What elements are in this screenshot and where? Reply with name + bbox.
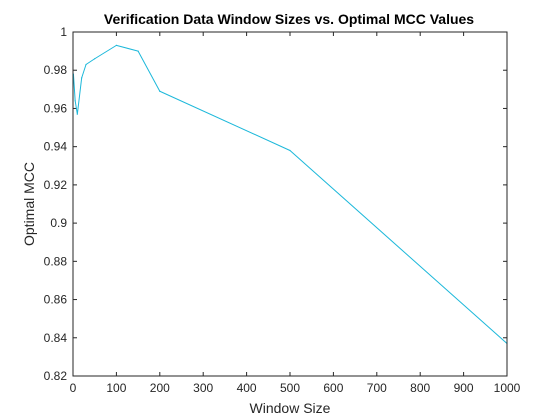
data-point bbox=[289, 149, 291, 152]
chart-title: Verification Data Window Sizes vs. Optim… bbox=[104, 11, 474, 27]
x-tick-label: 200 bbox=[150, 381, 170, 395]
x-tick-label: 600 bbox=[323, 381, 343, 395]
data-point bbox=[94, 58, 96, 60]
data-point bbox=[159, 90, 161, 92]
y-tick-label: 0.98 bbox=[44, 63, 68, 77]
data-point bbox=[85, 63, 87, 66]
x-tick-label: 0 bbox=[70, 381, 77, 395]
x-axis-ticks: 0 100 200 300 400 500 600 700 800 900 1000 bbox=[70, 32, 521, 395]
x-tick-label: 1000 bbox=[494, 381, 521, 395]
plot-area bbox=[73, 32, 507, 376]
y-tick-label: 0.86 bbox=[44, 293, 68, 307]
data-point bbox=[74, 100, 76, 102]
y-tick-label: 0.94 bbox=[44, 140, 68, 154]
y-tick-label: 1 bbox=[60, 25, 67, 39]
data-point bbox=[115, 44, 117, 46]
y-tick-label: 0.82 bbox=[44, 369, 68, 383]
x-tick-label: 100 bbox=[106, 381, 126, 395]
y-tick-label: 0.96 bbox=[44, 101, 68, 115]
x-axis-label: Window Size bbox=[250, 400, 331, 416]
y-tick-label: 0.9 bbox=[50, 216, 67, 230]
x-tick-label: 800 bbox=[410, 381, 430, 395]
x-tick-label: 500 bbox=[280, 381, 300, 395]
data-point bbox=[81, 77, 83, 79]
y-tick-label: 0.84 bbox=[44, 331, 68, 345]
y-tick-label: 0.92 bbox=[44, 178, 68, 192]
x-tick-label: 400 bbox=[237, 381, 257, 395]
data-point bbox=[76, 113, 78, 115]
plot-background bbox=[73, 32, 507, 376]
data-point bbox=[137, 50, 139, 52]
y-axis-label: Optimal MCC bbox=[21, 162, 37, 246]
x-tick-label: 700 bbox=[367, 381, 387, 395]
y-axis-ticks: 0.82 0.84 0.86 0.88 0.9 0.92 0.94 0.96 0.98 1 bbox=[44, 25, 507, 383]
plot-border bbox=[72, 31, 508, 377]
x-tick-label: 900 bbox=[454, 381, 474, 395]
y-tick-label: 0.88 bbox=[44, 254, 68, 268]
x-tick-label: 300 bbox=[193, 381, 213, 395]
